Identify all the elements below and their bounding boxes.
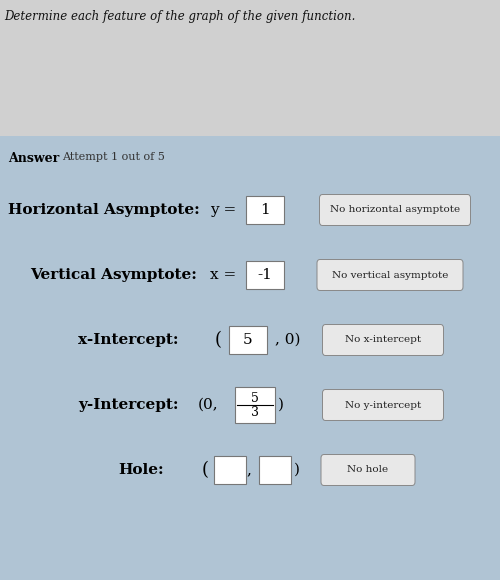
Text: No x-intercept: No x-intercept [345,335,421,345]
Text: 5: 5 [243,333,253,347]
Text: (0,: (0, [198,398,218,412]
Text: No hole: No hole [348,466,389,474]
Text: 3: 3 [251,405,259,419]
Text: (: ( [214,331,222,349]
Text: Attempt 1 out of 5: Attempt 1 out of 5 [62,152,165,162]
Text: No y-intercept: No y-intercept [345,401,421,409]
Text: 1: 1 [260,203,270,217]
Text: $f(x) = \dfrac{-x^2 - 10x - 25}{2x^2 + 7x - 15}$: $f(x) = \dfrac{-x^2 - 10x - 25}{2x^2 + 7… [154,58,346,100]
Text: (: ( [202,461,208,479]
Text: ): ) [294,463,300,477]
Text: Horizontal Asymptote:: Horizontal Asymptote: [8,203,200,217]
Text: No vertical asymptote: No vertical asymptote [332,270,448,280]
Text: ,: , [246,463,252,477]
Text: Answer: Answer [8,152,60,165]
Text: No horizontal asymptote: No horizontal asymptote [330,205,460,215]
Text: Hole:: Hole: [118,463,164,477]
Text: x =: x = [210,268,236,282]
Text: Vertical Asymptote:: Vertical Asymptote: [30,268,197,282]
Text: y-Intercept:: y-Intercept: [78,398,178,412]
Text: x-Intercept:: x-Intercept: [78,333,178,347]
Text: , 0): , 0) [275,333,300,347]
Text: y =: y = [210,203,236,217]
Text: Determine each feature of the graph of the given function.: Determine each feature of the graph of t… [4,10,356,23]
Text: 5: 5 [251,392,259,404]
Text: -1: -1 [258,268,272,282]
Text: ): ) [278,398,284,412]
